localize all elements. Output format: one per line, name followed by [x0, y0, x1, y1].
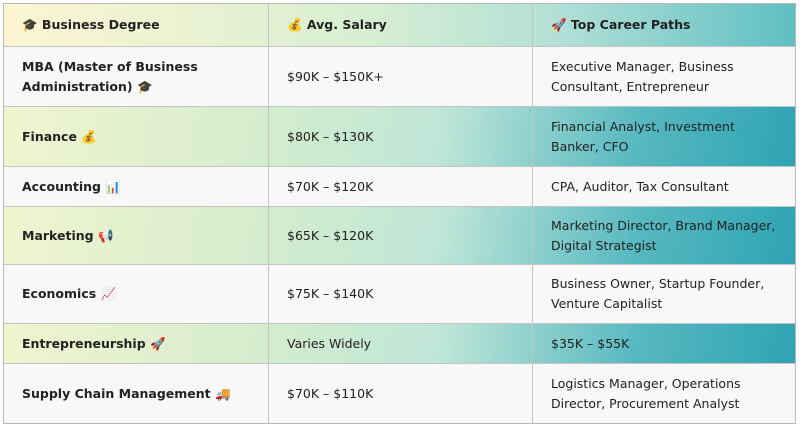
header-row: 🎓 Business Degree 💰 Avg. Salary 🚀 Top Care…: [4, 4, 795, 46]
header-cell: 💰 Avg. Salary: [268, 4, 532, 46]
table-cell: Finance 💰: [22, 128, 97, 144]
table-row: Finance 💰 $80K – $130K Financial Analyst, …: [4, 106, 795, 166]
table-row: Marketing 📢 $65K – $120K Marketing Directo…: [4, 206, 795, 264]
table-cell: $70K – $110K: [268, 364, 532, 423]
table-cell: MBA (Master of Business Administration) …: [22, 58, 198, 94]
table-cell: $75K – $140K: [268, 265, 532, 323]
table-cell: Business Owner, Startup Founder, Venture…: [532, 265, 795, 323]
table-cell: Logistics Manager, Operations Director, …: [532, 364, 795, 423]
table-cell: Varies Widely: [268, 324, 532, 363]
table-cell: $80K – $130K: [268, 107, 532, 166]
table-cell: Marketing Director, Brand Manager, Digit…: [532, 207, 795, 264]
header-cell: 🚀 Top Career Paths: [532, 4, 795, 46]
table-cell: Supply Chain Management 🚚: [22, 385, 231, 401]
table-cell: CPA, Auditor, Tax Consultant: [532, 167, 795, 206]
table-cell: Economics 📈: [22, 286, 117, 301]
table-row: Entrepreneurship 🚀 Varies Widely $35K – $5…: [4, 323, 795, 363]
table-row: Economics 📈 $75K – $140K Business Owner, S…: [4, 264, 795, 323]
table-cell: Accounting 📊: [22, 178, 121, 194]
table-row: MBA (Master of Business Administration) …: [4, 46, 795, 106]
table-cell: $90K – $150K+: [268, 47, 532, 106]
table-cell: $70K – $120K: [268, 167, 532, 206]
table-cell: Entrepreneurship 🚀: [22, 335, 166, 351]
table-cell: Financial Analyst, Investment Banker, CF…: [532, 107, 795, 166]
degree-table: 🎓 Business Degree 💰 Avg. Salary 🚀 Top Care…: [3, 3, 796, 424]
table-row: Accounting 📊 $70K – $120K CPA, Auditor, Ta…: [4, 166, 795, 206]
header-cell: 🎓 Business Degree: [22, 17, 160, 32]
table-cell: Marketing 📢: [22, 227, 114, 243]
table-row: Supply Chain Management 🚚 $70K – $110K Log…: [4, 363, 795, 423]
table-cell: $65K – $120K: [268, 207, 532, 264]
table-cell: Executive Manager, Business Consultant, …: [532, 47, 795, 106]
table-cell: $35K – $55K: [532, 324, 795, 363]
